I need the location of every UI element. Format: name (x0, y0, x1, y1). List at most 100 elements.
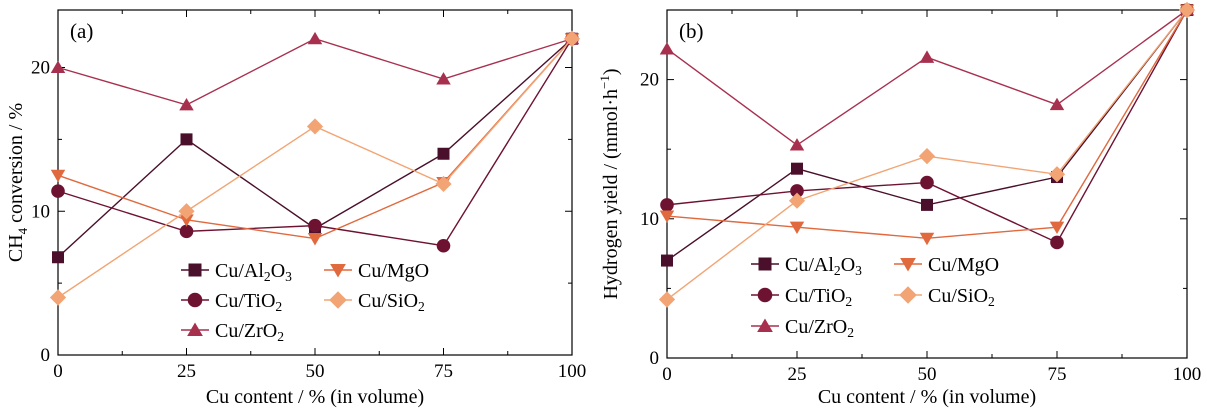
legend-marker-mgo (900, 258, 916, 272)
x-tick-label: 0 (53, 361, 63, 382)
legend-label-mgo: Cu/MgO (928, 254, 999, 276)
data-point-mgo (659, 210, 675, 223)
legend-label-mgo-text: Cu/MgO (358, 260, 429, 282)
series-line-zro2 (57, 37, 573, 106)
series-zro2 (659, 3, 1195, 151)
legend-label-sio2-text: Cu/SiO (358, 290, 418, 312)
data-point-sio2 (435, 175, 452, 193)
y-tick-label: 10 (31, 201, 50, 222)
chart-panel-a: 0 25 50 75 10001020(a)Cu/Al2O3Cu/TiO2Cu/ZrO2… (5, 9, 587, 408)
x-tick-label: 25 (788, 364, 807, 385)
legend-marker-zro2 (757, 318, 773, 332)
data-point-tio2 (179, 224, 194, 239)
legend-label-zro2-text: Cu/ZrO (215, 320, 277, 342)
legend-label-tio2: Cu/TiO2 (785, 285, 852, 309)
x-tick-label: 100 (558, 361, 587, 382)
legend-entry-tio2: Cu/TiO2 (751, 285, 852, 309)
x-tick-label: 0 (662, 364, 672, 385)
legend-label-tio2-sub: 2 (845, 294, 852, 309)
data-point-sio2 (1178, 1, 1196, 19)
legend-label-tio2-text: Cu/TiO (215, 290, 275, 312)
data-point-zro2 (789, 138, 805, 151)
legend-entry-zro2: Cu/ZrO2 (181, 320, 284, 344)
data-point-mgo (919, 232, 935, 246)
data-point-sio2 (788, 192, 806, 209)
y-tick-label: 10 (640, 209, 659, 230)
data-point-al2o3 (52, 251, 64, 264)
data-point-al2o3 (661, 254, 673, 267)
y-axis-label-text: Hydrogen yield / (mmol·h (600, 89, 622, 300)
data-point-tio2 (660, 198, 674, 212)
x-tick-label: 50 (918, 364, 937, 385)
series-line-tio2 (57, 38, 573, 247)
legend-label-al2o3-text: Cu/Al (215, 260, 264, 282)
series-line-sio2 (57, 38, 573, 299)
x-tick-label: 100 (1173, 364, 1202, 385)
data-point-tio2 (436, 238, 451, 253)
data-point-tio2 (308, 218, 322, 233)
legend-label-al2o3-text-mid: O (841, 254, 855, 276)
legend-label-al2o3-sub: 2 (834, 263, 841, 278)
data-point-zro2 (179, 97, 194, 111)
legend-label-sio2-text: Cu/SiO (928, 285, 988, 307)
data-point-sio2 (658, 291, 676, 308)
data-point-tio2 (790, 184, 804, 198)
data-point-al2o3 (921, 198, 933, 211)
series-line-zro2 (666, 9, 1188, 146)
legend-label-mgo-text: Cu/MgO (928, 254, 999, 276)
legend-entry-tio2: Cu/TiO2 (181, 290, 282, 314)
data-point-mgo (50, 169, 66, 183)
legend-label-al2o3: Cu/Al2O3 (215, 260, 292, 284)
x-axis-label: Cu content / % (in volume) (818, 386, 1036, 408)
legend-label-zro2-sub: 2 (277, 329, 284, 344)
y-tick-label: 0 (650, 348, 660, 369)
y-tick-label: 20 (640, 70, 659, 91)
legend-entry-sio2: Cu/SiO2 (894, 285, 995, 309)
series-line-mgo (57, 38, 573, 240)
y-axis-label-rest: ) (600, 68, 622, 75)
legend-label-al2o3-text-mid: O (271, 260, 285, 282)
data-point-al2o3 (791, 162, 803, 175)
data-point-sio2 (1048, 166, 1066, 183)
series-tio2 (51, 31, 579, 253)
legend-label-zro2: Cu/ZrO2 (215, 320, 284, 344)
data-point-zro2 (50, 60, 66, 74)
data-point-mgo (789, 221, 805, 235)
legend-entry-mgo: Cu/MgO (324, 260, 429, 282)
legend-label-sio2-sub: 2 (988, 294, 995, 309)
data-point-sio2 (178, 203, 195, 220)
series-tio2 (660, 3, 1194, 250)
series-sio2 (49, 30, 581, 306)
data-point-mgo (307, 233, 323, 246)
data-point-tio2 (51, 184, 65, 198)
data-point-tio2 (1050, 235, 1064, 250)
legend-label-al2o3-sub2: 3 (285, 269, 292, 284)
y-axis-label: CH4 conversion / % (5, 103, 30, 262)
data-point-zro2 (659, 42, 675, 55)
chart-panel-b: 0 25 50 75 10001020(b)Cu/Al2O3Cu/TiO2Cu/ZrO2… (597, 1, 1202, 408)
data-point-al2o3 (180, 133, 193, 146)
x-tick-label: 25 (177, 361, 196, 382)
legend-entry-al2o3: Cu/Al2O3 (181, 260, 292, 284)
y-axis-label-sup: −1 (597, 75, 612, 89)
legend-label-zro2: Cu/ZrO2 (785, 316, 854, 340)
x-tick-label: 50 (306, 361, 325, 382)
series-sio2 (658, 1, 1196, 308)
x-axis-label: Cu content / % (in volume) (206, 386, 424, 408)
legend-label-al2o3-sub2: 3 (855, 263, 862, 278)
legend-label-tio2: Cu/TiO2 (215, 290, 282, 314)
data-point-al2o3 (437, 147, 450, 160)
data-point-sio2 (49, 289, 67, 306)
y-axis-label-rest: conversion / % (5, 103, 27, 228)
legend-label-zro2-text: Cu/ZrO (785, 316, 847, 338)
legend-marker-tio2 (757, 287, 773, 303)
legend-entry-mgo: Cu/MgO (894, 254, 999, 276)
legend-entry-al2o3: Cu/Al2O3 (751, 254, 862, 278)
x-tick-label: 75 (1048, 364, 1067, 385)
panel-label: (b) (679, 19, 704, 43)
legend-entry-zro2: Cu/ZrO2 (751, 316, 854, 340)
legend-entry-sio2: Cu/SiO2 (324, 290, 425, 314)
y-tick-label: 20 (31, 58, 50, 79)
